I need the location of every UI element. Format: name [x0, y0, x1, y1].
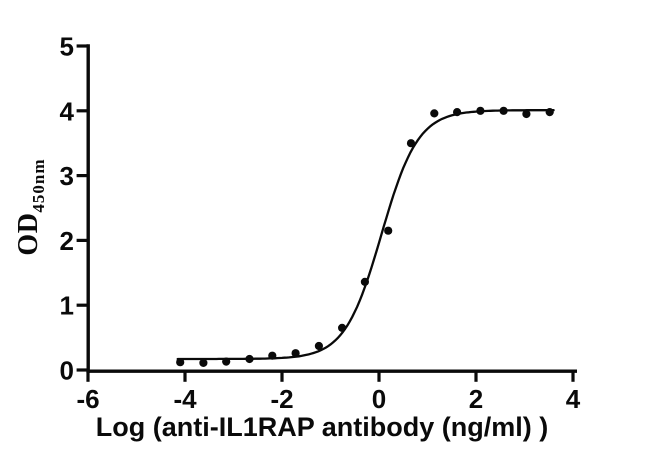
data-point [291, 349, 300, 358]
x-tick-label: -4 [173, 384, 197, 414]
y-tick-label: 5 [60, 32, 74, 62]
data-point [338, 323, 347, 332]
data-point [268, 351, 277, 360]
x-axis-label: Log (anti-IL1RAP antibody (ng/ml) ) [95, 412, 549, 442]
y-tick-label: 0 [60, 356, 74, 386]
data-point [314, 341, 323, 351]
y-tick-label: 1 [60, 291, 74, 321]
x-tick-label: 4 [566, 384, 581, 414]
data-point [222, 357, 231, 366]
data-point [545, 108, 554, 117]
data-point [430, 109, 439, 118]
data-point [453, 108, 462, 117]
data-point [522, 109, 531, 119]
x-tick-label: 2 [469, 384, 483, 414]
y-axis-label-main: OD [13, 212, 45, 256]
data-point [476, 106, 485, 115]
x-tick-label: -2 [270, 384, 293, 414]
data-point [360, 277, 369, 286]
data-point [384, 226, 393, 235]
fit-curve [176, 109, 555, 361]
y-axis-label-subscript: 450nm [28, 158, 48, 213]
y-tick-label: 3 [60, 161, 74, 191]
data-point [176, 358, 185, 367]
y-tick-label: 4 [60, 96, 75, 126]
y-axis-label: OD450nm [13, 158, 49, 255]
y-tick-label: 2 [60, 226, 74, 256]
x-tick-label: -6 [76, 384, 99, 414]
data-point [406, 139, 416, 148]
data-point [245, 354, 254, 364]
x-tick-label: 0 [372, 384, 386, 414]
data-point [199, 358, 208, 367]
data-point [499, 106, 508, 115]
